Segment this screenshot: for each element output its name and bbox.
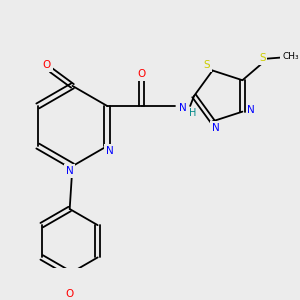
Text: H: H xyxy=(189,108,196,118)
Text: N: N xyxy=(106,146,114,156)
Text: N: N xyxy=(66,166,74,176)
Text: S: S xyxy=(204,60,210,70)
Text: N: N xyxy=(178,103,186,112)
Text: CH₃: CH₃ xyxy=(282,52,298,61)
Text: O: O xyxy=(43,60,51,70)
Text: N: N xyxy=(212,123,220,133)
Text: O: O xyxy=(138,69,146,79)
Text: N: N xyxy=(248,105,255,115)
Text: S: S xyxy=(259,53,266,64)
Text: O: O xyxy=(66,289,74,299)
